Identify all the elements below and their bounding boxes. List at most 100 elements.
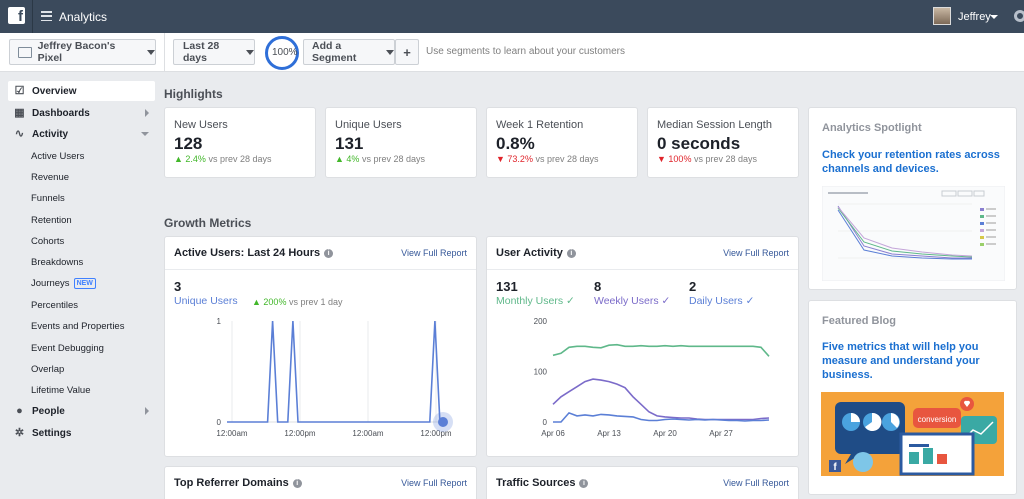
sidebar-item-overview[interactable]: ☑ Overview [8,81,155,101]
sidebar-item-funnels[interactable]: Funnels [31,193,65,204]
grid-icon: ▦ [14,106,25,119]
sidebar-item-active-users[interactable]: Active Users [31,151,85,162]
blog-title: Featured Blog [822,315,896,327]
divider [32,0,33,33]
facebook-logo-icon[interactable]: f [8,7,25,25]
chart-icon: ☑ [14,84,25,97]
delta-value: 100% [668,154,692,164]
sidebar-item-dashboards[interactable]: ▦ Dashboards [8,103,155,123]
sidebar-item-overlap[interactable]: Overlap [31,364,65,375]
sidebar-item-settings[interactable]: ✲ Settings [8,423,155,443]
series-line-daily-users [553,411,770,423]
highlight-card-unique-users[interactable]: Unique Users 131 ▲ 4% vs prev 28 days [325,107,477,178]
sidebar-item-people[interactable]: ● People [8,401,155,421]
view-full-report-link[interactable]: View Full Report [401,478,467,488]
pixel-selector[interactable]: Jeffrey Bacon's Pixel [9,39,156,65]
chevron-down-icon [141,132,149,136]
sidebar-item-revenue[interactable]: Revenue [31,172,70,183]
highlight-card-new-users[interactable]: New Users 128 ▲ 2.4% vs prev 28 days [164,107,316,178]
up-arrow-icon: ▲ [174,154,186,164]
blog-link[interactable]: Five metrics that will help you measure … [822,341,980,381]
highlight-delta: ▼ 100% vs prev 28 days [657,154,757,164]
sidebar-item-label: Settings [32,427,72,439]
card-title: Top Referrer Domains i [174,477,302,489]
retention-chart-thumbnail[interactable] [822,186,1005,281]
delta-value: 200% [263,297,287,307]
date-range-selector[interactable]: Last 28 days [173,39,255,65]
monthly-users-toggle[interactable]: Monthly Users ✓ [496,295,575,307]
sidebar-item-label: Dashboards [32,107,90,119]
divider [487,269,798,270]
card-title: User Activity i [496,247,576,259]
card-title-text: Top Referrer Domains [174,477,289,489]
down-arrow-icon: ▼ [657,154,669,164]
sidebar-item-percentiles[interactable]: Percentiles [31,300,78,311]
weekly-users-label: Weekly Users [594,295,659,307]
delta-suffix: vs prev 28 days [208,154,272,164]
daily-users-toggle[interactable]: Daily Users ✓ [689,295,754,307]
divider [164,33,165,72]
check-icon: ✓ [661,295,671,307]
highlight-value: 128 [174,134,203,153]
weekly-users-count: 8 [594,279,602,294]
monthly-users-count: 131 [496,279,518,294]
highlight-label: Week 1 Retention [496,119,584,131]
sidebar-item-activity[interactable]: ∿ Activity [8,124,155,144]
blog-illustration[interactable]: conversion f [821,392,1004,476]
chevron-right-icon [145,407,149,415]
check-icon: ✓ [745,295,755,307]
daily-users-count: 2 [689,279,697,294]
highlight-card-week1-retention[interactable]: Week 1 Retention 0.8% ▼ 73.2% vs prev 28… [486,107,638,178]
down-arrow-icon: ▼ [496,154,508,164]
sidebar-item-events[interactable]: Events and Properties [31,321,125,332]
sidebar-item-journeys[interactable]: Journeys NEW [31,278,96,289]
x-tick-label: 12:00am [216,429,247,438]
daily-users-label: Daily Users [689,295,743,307]
view-full-report-link[interactable]: View Full Report [723,248,789,258]
traffic-sources-card: Traffic Sources i View Full Report [486,466,799,499]
spotlight-link[interactable]: Check your retention rates across channe… [822,149,1000,175]
card-title-text: Traffic Sources [496,477,576,489]
chevron-down-icon [386,49,394,55]
sidebar-item-cohorts[interactable]: Cohorts [31,236,65,247]
gear-icon[interactable] [1014,10,1024,22]
delta-suffix: vs prev 1 day [288,297,343,307]
view-full-report-link[interactable]: View Full Report [401,248,467,258]
pixel-icon [18,46,32,58]
weekly-users-toggle[interactable]: Weekly Users ✓ [594,295,670,307]
delta-suffix: vs prev 28 days [693,154,757,164]
top-referrer-card: Top Referrer Domains i View Full Report [164,466,477,499]
spotlight-title: Analytics Spotlight [822,122,922,134]
info-icon[interactable]: i [292,479,302,488]
growth-metrics-title: Growth Metrics [164,216,252,230]
avatar[interactable] [933,7,951,25]
sidebar-item-label: Journeys [31,278,70,289]
sidebar-item-retention[interactable]: Retention [31,215,72,226]
hover-point [438,417,448,427]
info-icon[interactable]: i [566,249,576,258]
sidebar-item-event-debugging[interactable]: Event Debugging [31,343,104,354]
toolbar: Jeffrey Bacon's Pixel Last 28 days 100% … [0,33,1024,72]
unique-users-label[interactable]: Unique Users [174,295,238,307]
active-users-card: Active Users: Last 24 Hours i View Full R… [164,236,477,457]
hamburger-menu-icon[interactable] [41,11,52,22]
view-full-report-link[interactable]: View Full Report [723,478,789,488]
delta-value: 2.4% [185,154,206,164]
sample-percentage[interactable]: 100% [272,47,298,58]
top-bar: f Analytics Jeffrey [0,0,1024,33]
add-segment-plus-button[interactable]: + [395,39,419,65]
sidebar-item-breakdowns[interactable]: Breakdowns [31,257,84,268]
sidebar-item-lifetime-value[interactable]: Lifetime Value [31,385,91,396]
info-icon[interactable]: i [579,479,589,488]
chevron-down-icon [147,49,155,55]
chevron-down-icon[interactable] [990,15,998,19]
highlight-card-session-length[interactable]: Median Session Length 0 seconds ▼ 100% v… [647,107,799,178]
divider [165,269,476,270]
user-name[interactable]: Jeffrey [958,11,991,23]
add-segment-button[interactable]: Add a Segment [303,39,395,65]
card-title-text: Active Users: Last 24 Hours [174,247,321,259]
card-title: Active Users: Last 24 Hours i [174,247,334,259]
info-icon[interactable]: i [324,249,334,258]
highlight-delta: ▲ 4% vs prev 28 days [335,154,425,164]
y-tick-label: 1 [217,317,222,326]
